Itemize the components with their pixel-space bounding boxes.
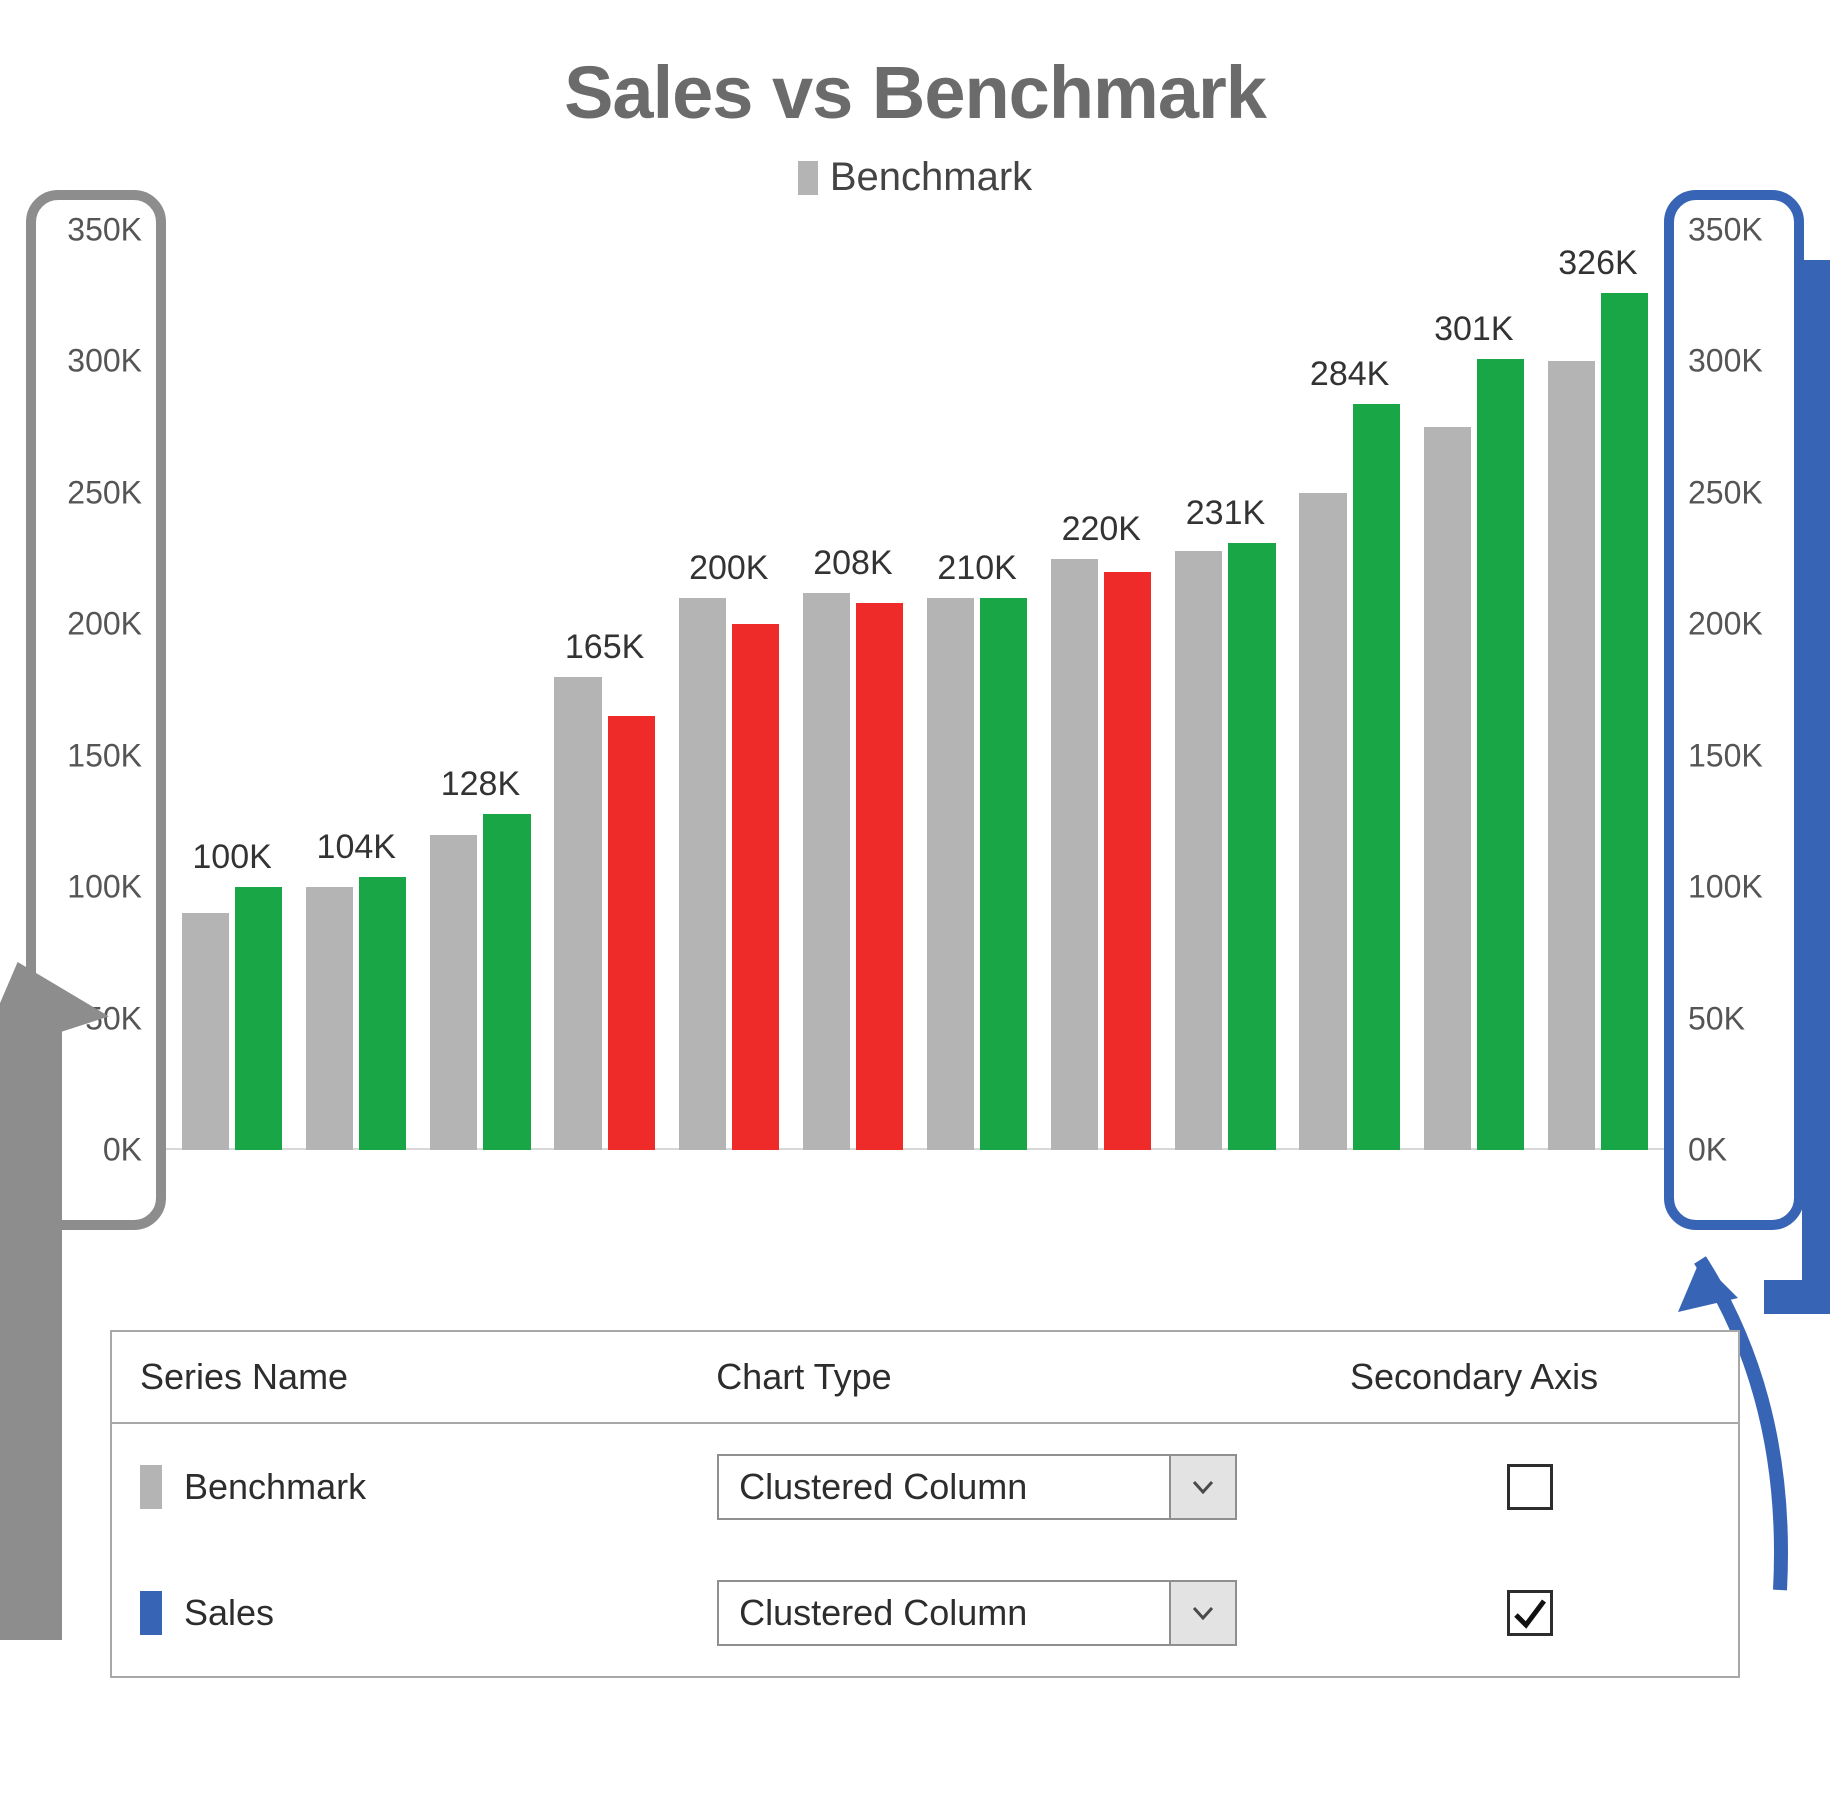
sales-bar (359, 877, 406, 1150)
axis-tick: 200K (1688, 606, 1763, 643)
legend: Benchmark (30, 155, 1800, 200)
sales-bar (1104, 572, 1151, 1150)
axis-tick: 350K (1688, 212, 1763, 249)
series-label: Benchmark (184, 1466, 366, 1508)
axis-tick: 50K (1688, 1000, 1745, 1037)
benchmark-bar (679, 598, 726, 1150)
bar-group: 210K (915, 210, 1039, 1210)
benchmark-bar (1424, 427, 1471, 1150)
data-label: 104K (317, 828, 396, 867)
series-name-cell: Sales (140, 1591, 697, 1635)
benchmark-bar (430, 835, 477, 1150)
data-label: 301K (1434, 310, 1513, 349)
benchmark-bar (306, 887, 353, 1150)
chevron-down-icon[interactable] (1169, 1582, 1235, 1644)
sales-bar (1353, 404, 1400, 1151)
data-label: 208K (813, 544, 892, 583)
benchmark-bar (182, 913, 229, 1150)
plot-area: 100K 104K 128K 165K 200K 208K 210K 220K 231K 284K… (160, 210, 1670, 1210)
benchmark-bar (1299, 493, 1346, 1150)
legend-swatch-benchmark (798, 161, 818, 195)
sales-bar (1601, 293, 1648, 1150)
axis-tick: 150K (67, 737, 142, 774)
chevron-down-icon[interactable] (1169, 1456, 1235, 1518)
axis-tick: 150K (1688, 737, 1763, 774)
y-axis-right: 0K 50K 100K 150K 200K 250K 300K 350K (1670, 210, 1800, 1210)
bar-group: 104K (294, 210, 418, 1210)
table-row: Benchmark Clustered Column (112, 1424, 1738, 1550)
table-row: Sales Clustered Column (112, 1550, 1738, 1676)
chart-type-value: Clustered Column (719, 1582, 1169, 1644)
benchmark-bar (1051, 559, 1098, 1150)
data-label: 326K (1558, 244, 1637, 283)
secondary-axis-checkbox[interactable] (1507, 1590, 1553, 1636)
benchmark-bar (554, 677, 601, 1150)
axis-tick: 250K (67, 474, 142, 511)
bar-group: 231K (1163, 210, 1287, 1210)
sales-bar (608, 716, 655, 1150)
axis-tick: 250K (1688, 474, 1763, 511)
axis-tick: 100K (1688, 869, 1763, 906)
chart-type-select[interactable]: Clustered Column (717, 1580, 1237, 1646)
benchmark-bar (1548, 361, 1595, 1150)
data-label: 100K (192, 838, 271, 877)
header-series-name: Series Name (140, 1356, 716, 1398)
bar-group: 326K (1536, 210, 1660, 1210)
chart-title: Sales vs Benchmark (30, 50, 1800, 135)
axis-tick: 350K (67, 212, 142, 249)
axis-tick: 200K (67, 606, 142, 643)
data-label: 210K (937, 549, 1016, 588)
axis-tick: 0K (1688, 1132, 1727, 1169)
series-name-cell: Benchmark (140, 1465, 697, 1509)
chart-area: 0K 50K 100K 150K 200K 250K 300K 350K 100K 104K 12… (30, 210, 1800, 1210)
chart-type-select[interactable]: Clustered Column (717, 1454, 1237, 1520)
chart-type-value: Clustered Column (719, 1456, 1169, 1518)
sales-bar (732, 624, 779, 1150)
blue-side-bar (1802, 260, 1830, 1290)
header-chart-type: Chart Type (716, 1356, 1350, 1398)
bar-group: 100K (170, 210, 294, 1210)
benchmark-bar (803, 593, 850, 1150)
sales-bar (1477, 359, 1524, 1150)
root: Sales vs Benchmark Benchmark 0K 50K 100K 15… (0, 0, 1830, 1800)
axis-tick: 100K (67, 869, 142, 906)
table-header-row: Series Name Chart Type Secondary Axis (112, 1332, 1738, 1424)
benchmark-bar (1175, 551, 1222, 1150)
bar-group: 284K (1288, 210, 1412, 1210)
series-config-table: Series Name Chart Type Secondary Axis Be… (110, 1330, 1740, 1678)
benchmark-bar (927, 598, 974, 1150)
header-secondary-axis: Secondary Axis (1350, 1356, 1710, 1398)
sales-bar (980, 598, 1027, 1150)
grey-side-bar (0, 1020, 62, 1640)
data-label: 165K (565, 628, 644, 667)
data-label: 284K (1310, 355, 1389, 394)
bar-group: 301K (1412, 210, 1536, 1210)
axis-tick: 300K (67, 343, 142, 380)
sales-bar (235, 887, 282, 1150)
series-label: Sales (184, 1592, 274, 1634)
secondary-axis-checkbox[interactable] (1507, 1464, 1553, 1510)
bar-group: 128K (418, 210, 542, 1210)
data-label: 200K (689, 549, 768, 588)
axis-tick: 300K (1688, 343, 1763, 380)
bar-group: 200K (667, 210, 791, 1210)
axis-tick: 0K (103, 1132, 142, 1169)
data-label: 231K (1186, 494, 1265, 533)
sales-bar (1228, 543, 1275, 1150)
data-label: 128K (441, 765, 520, 804)
series-swatch (140, 1465, 162, 1509)
sales-bar (856, 603, 903, 1150)
sales-bar (483, 814, 530, 1150)
bar-group: 208K (791, 210, 915, 1210)
data-label: 220K (1062, 510, 1141, 549)
legend-label-benchmark: Benchmark (830, 155, 1032, 200)
bar-group: 220K (1039, 210, 1163, 1210)
bar-group: 165K (543, 210, 667, 1210)
series-swatch (140, 1591, 162, 1635)
